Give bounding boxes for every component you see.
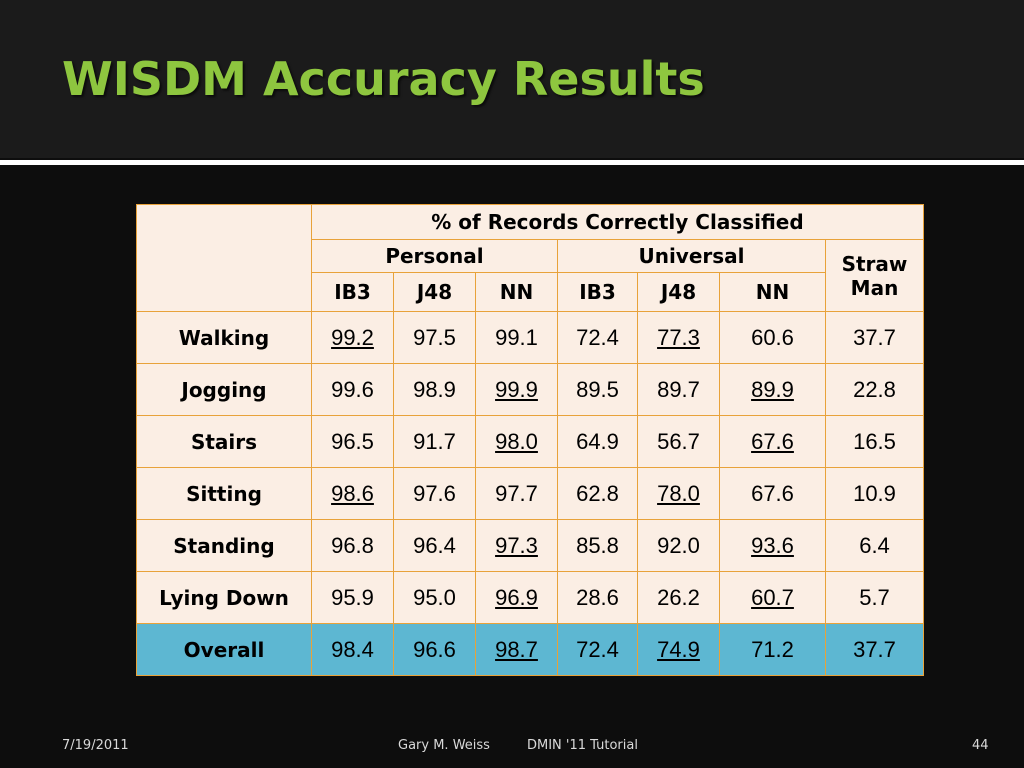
value-cell: 99.1 [475,311,558,364]
value-cell: 98.6 [311,467,394,520]
value-cell: 77.3 [637,311,720,364]
row-label: Overall [136,623,312,676]
algo-header: J48 [637,272,720,312]
table-row: Jogging 99.6 98.9 99.9 89.5 89.7 89.9 22.8 [136,363,924,416]
value-cell: 16.5 [825,415,924,468]
value-cell: 96.4 [393,519,476,572]
value-cell: 99.2 [311,311,394,364]
value-cell: 67.6 [719,415,826,468]
title-band [0,0,1024,158]
personal-header: Personal [311,239,558,273]
table-body: Walking 99.2 97.5 99.1 72.4 77.3 60.6 37.7 Joggi… [136,311,924,676]
algo-header: J48 [393,272,476,312]
footer-date: 7/19/2011 [62,738,129,753]
algo-header: IB3 [557,272,638,312]
value-cell: 78.0 [637,467,720,520]
slide-title: WISDM Accuracy Results [62,52,705,106]
table-row: Stairs 96.5 91.7 98.0 64.9 56.7 67.6 16.5 [136,415,924,468]
row-label: Stairs [136,415,312,468]
algo-header: NN [475,272,558,312]
value-cell: 97.7 [475,467,558,520]
row-label: Standing [136,519,312,572]
value-cell: 37.7 [825,311,924,364]
value-cell: 60.6 [719,311,826,364]
title-divider [0,160,1024,165]
value-cell: 98.4 [311,623,394,676]
value-cell: 98.9 [393,363,476,416]
value-cell: 95.9 [311,571,394,624]
value-cell: 98.0 [475,415,558,468]
row-label: Walking [136,311,312,364]
value-cell: 72.4 [557,311,638,364]
results-table: % of Records Correctly Classified Person… [136,204,924,676]
value-cell: 92.0 [637,519,720,572]
value-cell: 64.9 [557,415,638,468]
value-cell: 95.0 [393,571,476,624]
algo-header: NN [719,272,826,312]
value-cell: 74.9 [637,623,720,676]
table-row: Lying Down 95.9 95.0 96.9 28.6 26.2 60.7 5.7 [136,571,924,624]
value-cell: 96.6 [393,623,476,676]
value-cell: 72.4 [557,623,638,676]
value-cell: 22.8 [825,363,924,416]
table-row: Walking 99.2 97.5 99.1 72.4 77.3 60.6 37.7 [136,311,924,364]
value-cell: 89.9 [719,363,826,416]
value-cell: 99.6 [311,363,394,416]
straw-man-header: Straw Man [825,239,924,312]
value-cell: 60.7 [719,571,826,624]
value-cell: 62.8 [557,467,638,520]
row-label: Sitting [136,467,312,520]
value-cell: 97.6 [393,467,476,520]
value-cell: 5.7 [825,571,924,624]
universal-header: Universal [557,239,826,273]
value-cell: 96.8 [311,519,394,572]
straw-man-header-line2: Man [850,275,899,300]
table-row: Standing 96.8 96.4 97.3 85.8 92.0 93.6 6.4 [136,519,924,572]
value-cell: 71.2 [719,623,826,676]
value-cell: 89.5 [557,363,638,416]
group-header: % of Records Correctly Classified [311,204,924,240]
overall-row: Overall 98.4 96.6 98.7 72.4 74.9 71.2 37.7 [136,623,924,676]
row-label: Jogging [136,363,312,416]
value-cell: 98.7 [475,623,558,676]
value-cell: 37.7 [825,623,924,676]
value-cell: 89.7 [637,363,720,416]
footer-author: Gary M. Weiss [398,738,490,753]
value-cell: 91.7 [393,415,476,468]
value-cell: 96.5 [311,415,394,468]
value-cell: 6.4 [825,519,924,572]
footer-page-number: 44 [972,738,989,753]
value-cell: 85.8 [557,519,638,572]
value-cell: 10.9 [825,467,924,520]
straw-man-header-line1: Straw [841,251,908,276]
value-cell: 99.9 [475,363,558,416]
value-cell: 93.6 [719,519,826,572]
value-cell: 67.6 [719,467,826,520]
table-row: Sitting 98.6 97.6 97.7 62.8 78.0 67.6 10.9 [136,467,924,520]
value-cell: 28.6 [557,571,638,624]
value-cell: 96.9 [475,571,558,624]
value-cell: 26.2 [637,571,720,624]
value-cell: 56.7 [637,415,720,468]
algo-header: IB3 [311,272,394,312]
footer-event: DMIN '11 Tutorial [527,738,638,753]
value-cell: 97.5 [393,311,476,364]
row-label: Lying Down [136,571,312,624]
value-cell: 97.3 [475,519,558,572]
table-corner-cell [136,204,312,312]
